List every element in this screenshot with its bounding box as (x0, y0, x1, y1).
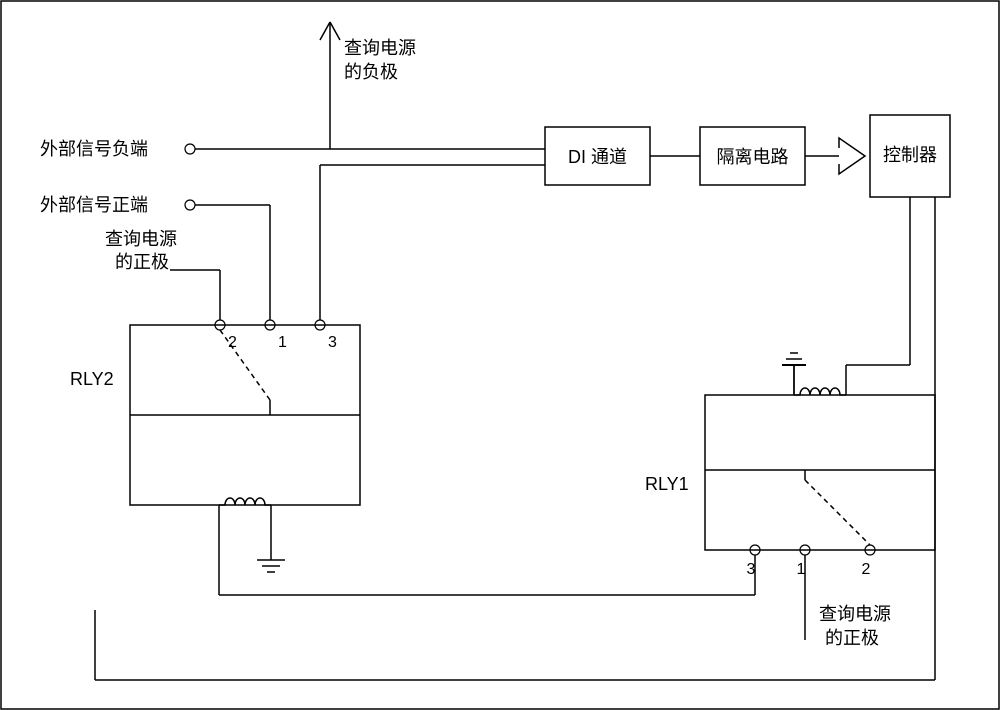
svg-text:的正极: 的正极 (115, 252, 169, 272)
svg-text:外部信号负端: 外部信号负端 (40, 139, 148, 159)
svg-text:查询电源: 查询电源 (105, 229, 177, 249)
svg-text:1: 1 (278, 334, 287, 351)
svg-text:RLY2: RLY2 (70, 369, 114, 389)
svg-text:外部信号正端: 外部信号正端 (40, 195, 148, 215)
svg-text:DI 通道: DI 通道 (568, 147, 627, 167)
svg-text:3: 3 (328, 334, 337, 351)
svg-text:的正极: 的正极 (825, 628, 879, 648)
svg-text:查询电源: 查询电源 (819, 604, 891, 624)
svg-text:RLY1: RLY1 (645, 474, 689, 494)
svg-text:查询电源: 查询电源 (344, 38, 416, 58)
svg-text:2: 2 (862, 561, 871, 578)
svg-text:的负极: 的负极 (344, 62, 398, 82)
svg-text:1: 1 (797, 561, 806, 578)
svg-text:3: 3 (747, 561, 756, 578)
svg-text:隔离电路: 隔离电路 (717, 147, 789, 167)
svg-text:控制器: 控制器 (883, 145, 937, 165)
